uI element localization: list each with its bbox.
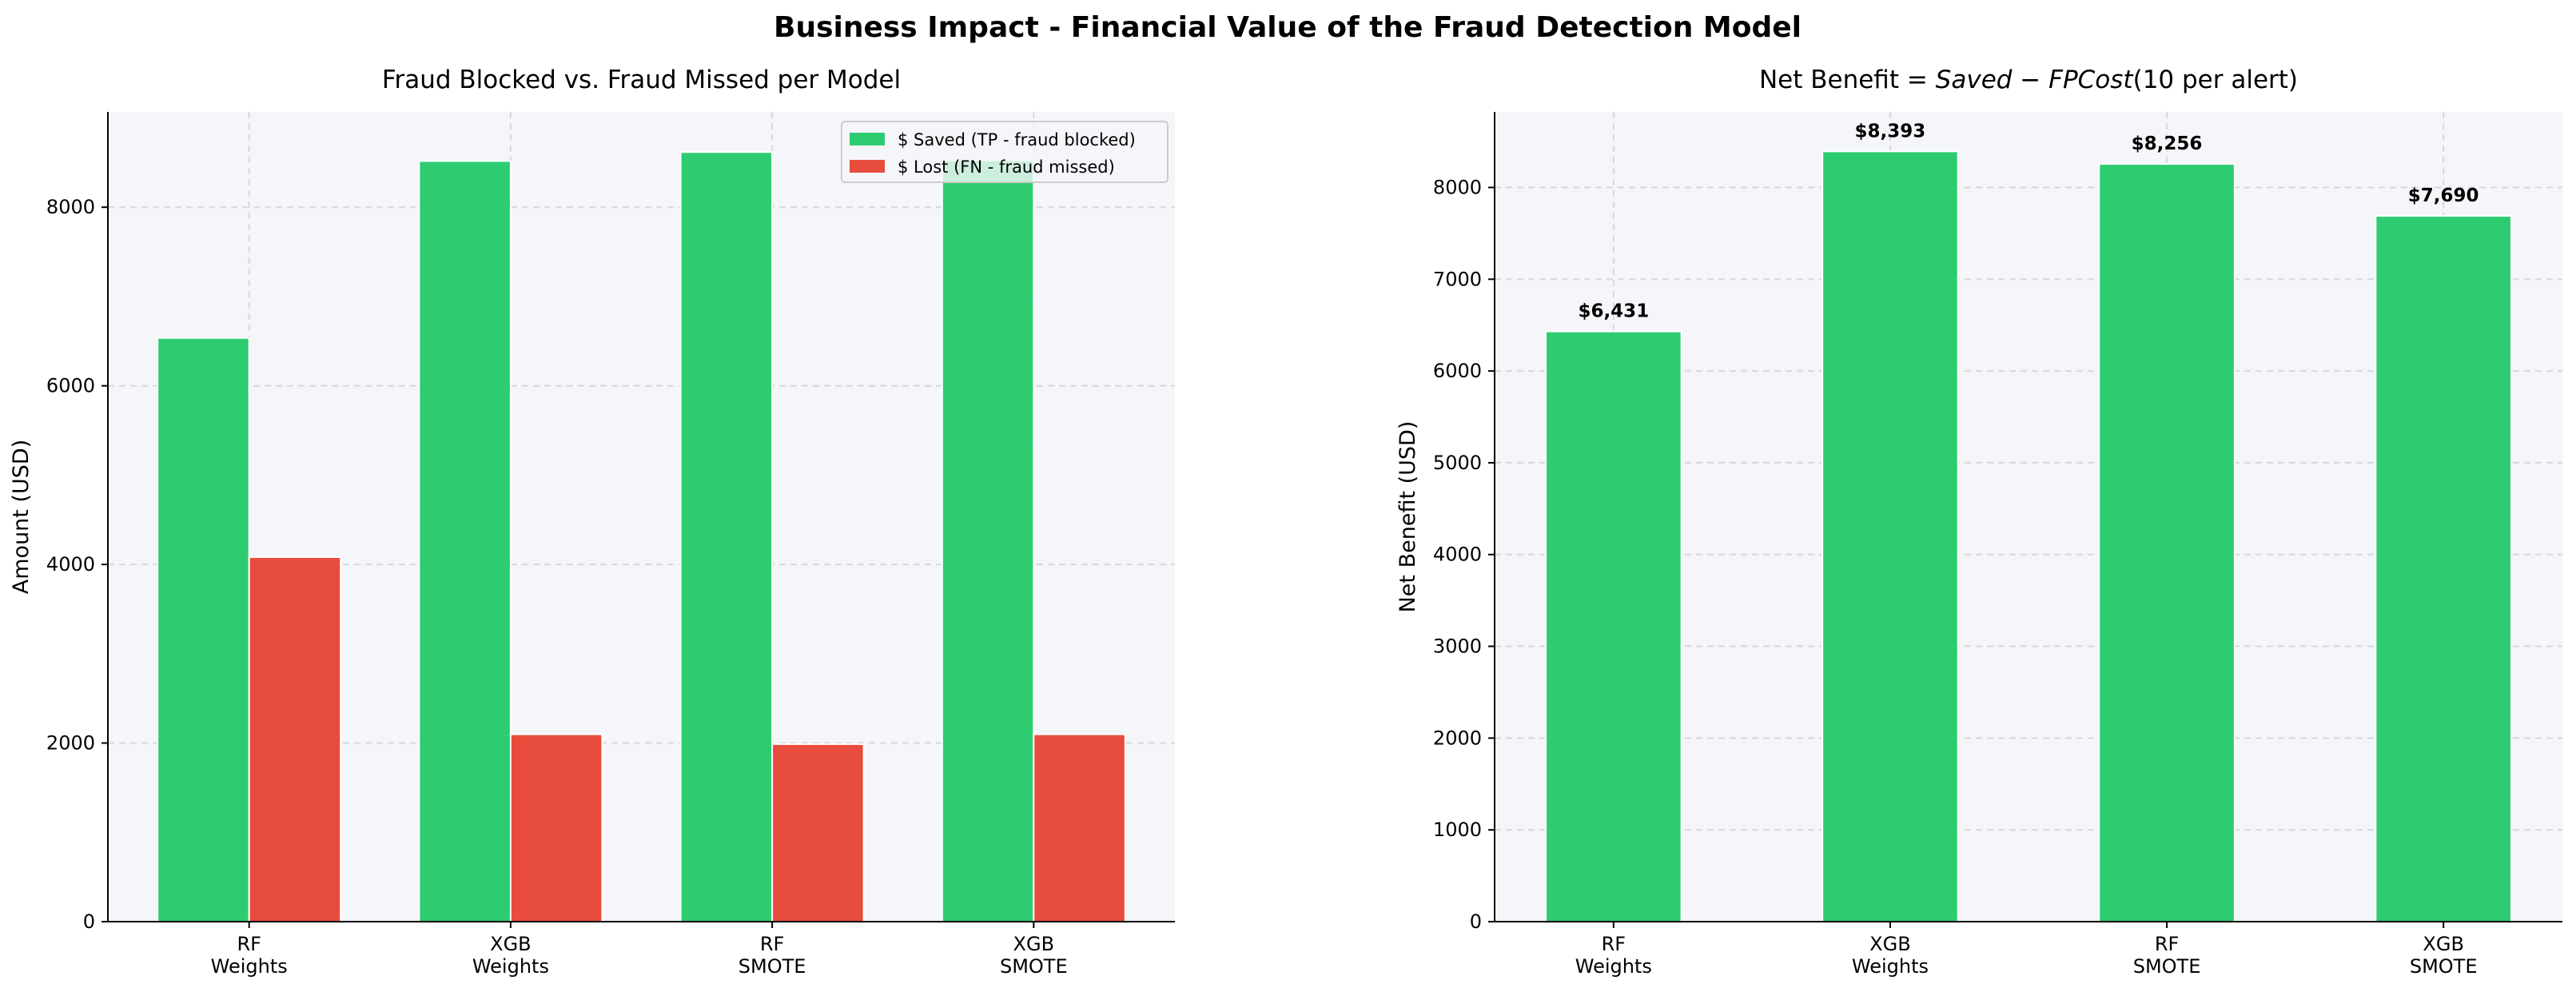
legend-swatch (850, 160, 885, 173)
net-benefit-bar (2375, 215, 2512, 923)
x-tick-label: RF Weights (1575, 933, 1652, 978)
chart-title-part: Saved (1936, 66, 2013, 94)
lost-bar (248, 556, 342, 922)
x-tick-label-line: RF (237, 933, 261, 955)
x-tick-label: XGB SMOTE (1000, 933, 1068, 978)
chart-title: Fraud Blocked vs. Fraud Missed per Model (382, 66, 901, 94)
legend-box (841, 121, 1169, 183)
y-tick-label: 7000 (1433, 268, 1482, 290)
x-tick-label: RF SMOTE (2133, 933, 2201, 978)
lost-bar (1033, 733, 1126, 922)
saved-bar (941, 159, 1035, 922)
chart-title-part: − (2012, 66, 2048, 94)
y-tick-label: 8000 (1433, 176, 1482, 198)
x-tick-label: RF SMOTE (739, 933, 806, 978)
saved-bar (679, 151, 774, 923)
x-tick-label-line: XGB (1869, 933, 1911, 955)
x-tick-label-line: SMOTE (2410, 955, 2478, 978)
x-tick-label-line: Weights (1852, 955, 1929, 978)
legend-label: $ Lost (FN - fraud missed) (898, 157, 1115, 177)
legend-swatch (850, 133, 885, 145)
lost-bar (509, 733, 603, 922)
data-label: $8,393 (1855, 121, 1926, 141)
y-tick-label: 2000 (1433, 727, 1482, 749)
data-label: $8,256 (2132, 133, 2203, 154)
net-benefit-bar (1545, 330, 1682, 922)
data-label: $6,431 (1578, 301, 1649, 322)
figure-title: Business Impact - Financial Value of the… (774, 11, 1802, 44)
net-benefit-bar (1822, 150, 1959, 923)
x-tick-label-line: Weights (472, 955, 549, 978)
y-tick-label: 6000 (1433, 360, 1482, 382)
y-tick-label: 0 (1470, 910, 1482, 933)
net-benefit-bar (2098, 163, 2236, 922)
chart-title-part: Net Benefit = (1759, 66, 1936, 94)
y-axis-label: Net Benefit (USD) (1395, 421, 1420, 613)
lost-bar (771, 743, 865, 922)
x-tick-label: XGB SMOTE (2410, 933, 2478, 978)
x-tick-label: XGB Weights (472, 933, 549, 978)
data-label: $7,690 (2408, 185, 2479, 206)
x-tick-label-line: RF (2155, 933, 2179, 955)
x-tick-label-line: Weights (1575, 955, 1652, 978)
saved-bar (418, 160, 512, 922)
x-tick-label: XGB Weights (1852, 933, 1929, 978)
saved-bar (157, 337, 250, 922)
chart-title-part: (10 per alert) (2133, 66, 2298, 94)
x-tick-label-line: SMOTE (1000, 955, 1068, 978)
legend-label: $ Saved (TP - fraud blocked) (898, 130, 1136, 149)
chart-title-part: FPCost (2048, 66, 2134, 94)
y-tick-label: 4000 (1433, 544, 1482, 566)
y-axis-label: Amount (USD) (9, 440, 34, 594)
y-tick-label: 4000 (46, 553, 95, 576)
x-tick-label-line: XGB (490, 933, 532, 955)
legend: $ Saved (TP - fraud blocked) $ Lost (FN -… (841, 121, 1169, 183)
y-tick-label: 6000 (46, 375, 95, 397)
x-tick-label-line: XGB (2423, 933, 2464, 955)
x-tick-label-line: RF (760, 933, 784, 955)
x-tick-label-line: XGB (1013, 933, 1055, 955)
x-tick-label-line: RF (1602, 933, 1626, 955)
x-tick-label-line: SMOTE (739, 955, 806, 978)
y-tick-label: 0 (83, 910, 95, 933)
x-tick-label: RF Weights (211, 933, 288, 978)
y-tick-label: 5000 (1433, 452, 1482, 474)
x-tick-label-line: SMOTE (2133, 955, 2201, 978)
x-tick-label-line: Weights (211, 955, 288, 978)
y-tick-label: 8000 (46, 196, 95, 218)
y-tick-label: 2000 (46, 732, 95, 755)
chart-title: Net Benefit = Saved − FPCost(10 per aler… (1759, 66, 2298, 94)
y-tick-label: 3000 (1433, 635, 1482, 658)
y-tick-label: 1000 (1433, 819, 1482, 841)
